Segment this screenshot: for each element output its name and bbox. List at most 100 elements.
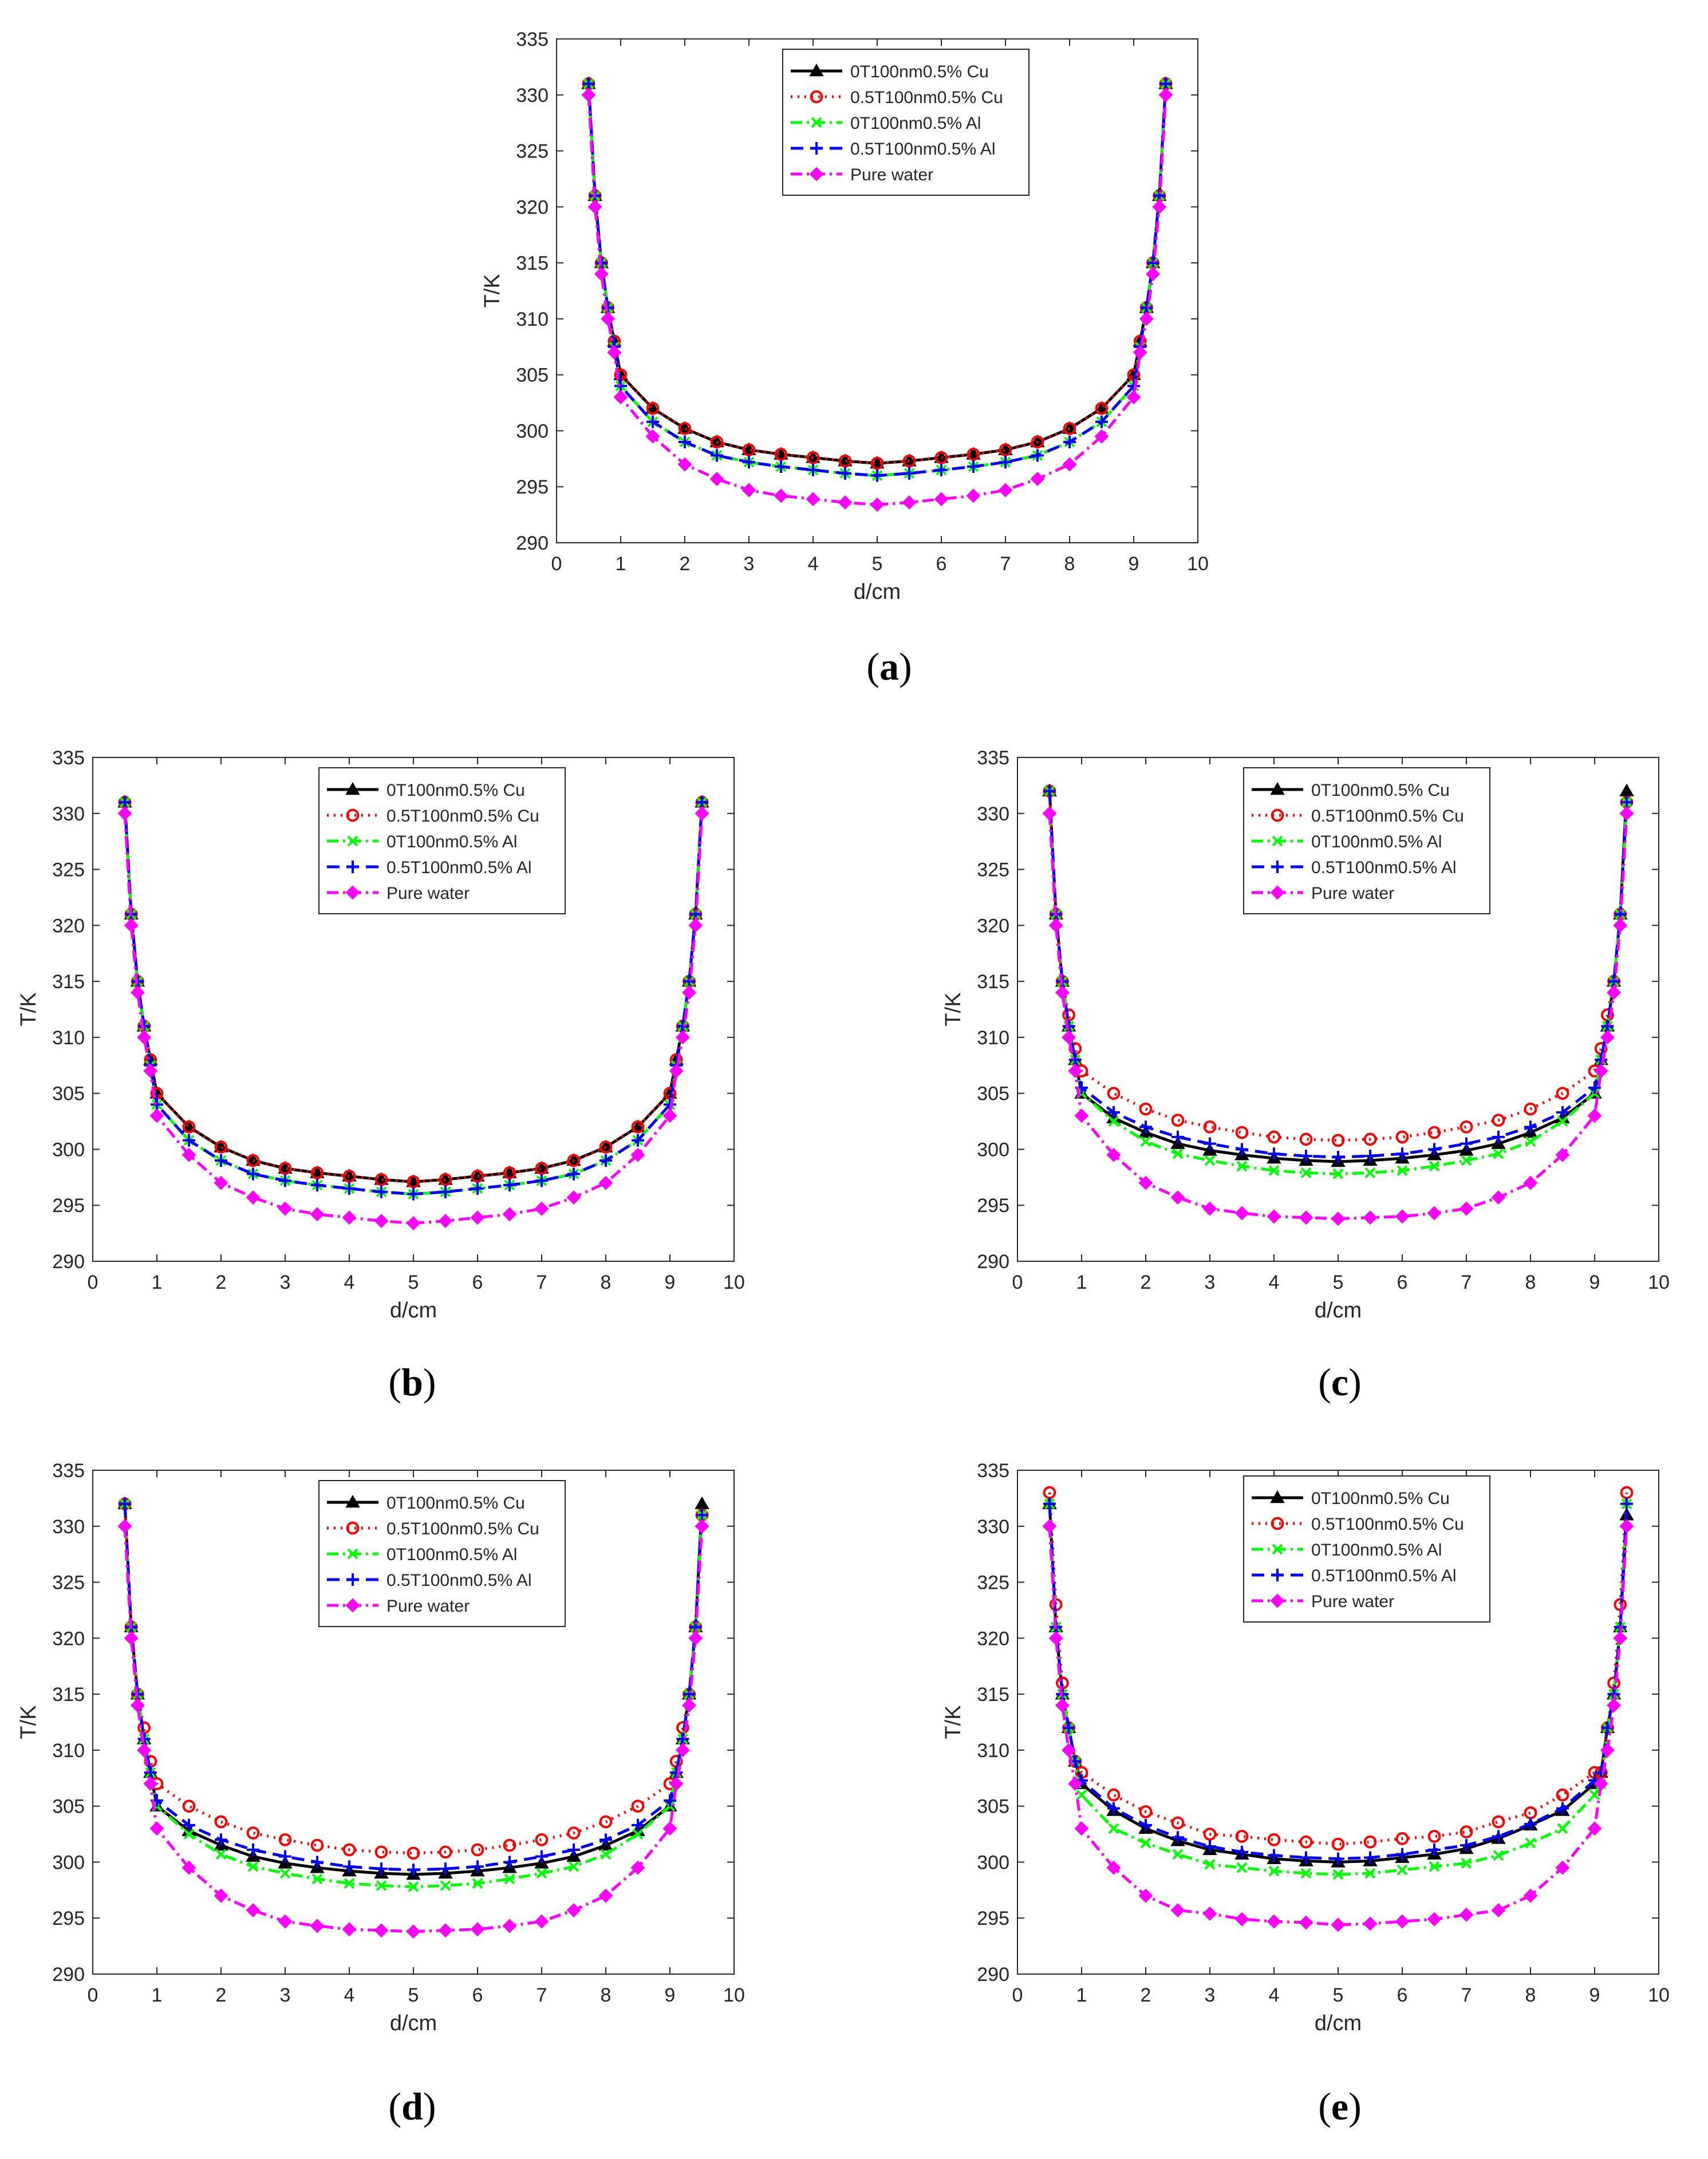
data-point xyxy=(1524,1817,1537,1830)
data-point xyxy=(1063,422,1076,435)
data-point xyxy=(806,451,820,464)
x-tick-label: 3 xyxy=(1205,1272,1216,1293)
data-point xyxy=(1524,1102,1537,1116)
data-point xyxy=(407,1864,420,1877)
y-tick-label: 300 xyxy=(516,420,549,442)
data-point xyxy=(407,1175,420,1189)
data-point xyxy=(1236,1845,1248,1858)
data-point xyxy=(600,1849,612,1860)
data-point xyxy=(534,1201,549,1216)
data-point xyxy=(999,443,1012,457)
y-tick-label: 310 xyxy=(52,1740,85,1762)
data-point xyxy=(1427,1912,1442,1927)
data-point xyxy=(1364,1150,1376,1163)
data-point xyxy=(806,492,821,507)
data-point xyxy=(774,448,788,461)
series-5 xyxy=(581,88,1173,512)
data-point xyxy=(124,918,139,933)
data-point xyxy=(1299,1835,1313,1849)
data-point xyxy=(1397,1864,1408,1876)
data-point xyxy=(1364,1167,1376,1178)
series-5 xyxy=(117,806,709,1230)
legend-entry-label: 0T100nm0.5% Cu xyxy=(1311,1489,1450,1508)
chart-panel-c: 0 1 2 3 4 5 6 7 8 9 10 290 295 300 305 310 315 320 325 330 3… xyxy=(941,747,1670,1323)
y-axis-label: T/K xyxy=(17,992,41,1026)
data-point xyxy=(1031,449,1044,462)
data-point xyxy=(774,488,788,503)
panel-caption-letter: c xyxy=(1331,1360,1349,1404)
data-point xyxy=(1094,429,1109,444)
y-tick-label: 290 xyxy=(977,1251,1009,1273)
data-point xyxy=(182,1860,196,1875)
data-point xyxy=(1492,1830,1505,1843)
panel-caption-a: (a) xyxy=(866,645,912,688)
data-point xyxy=(1523,1888,1538,1903)
y-tick-label: 300 xyxy=(977,1852,1009,1873)
data-point xyxy=(807,463,819,476)
data-point xyxy=(471,1182,484,1195)
data-point xyxy=(1074,1108,1089,1123)
y-axis-label: T/K xyxy=(941,992,965,1026)
x-tick-label: 9 xyxy=(1129,553,1139,575)
data-point xyxy=(1593,1777,1608,1791)
data-point xyxy=(1428,1843,1441,1856)
legend-marker xyxy=(1271,1569,1284,1581)
x-tick-label: 0 xyxy=(1012,1272,1023,1293)
x-tick-label: 7 xyxy=(537,1984,547,2006)
x-tick-label: 8 xyxy=(1064,553,1075,575)
x-tick-label: 3 xyxy=(1205,1984,1216,2006)
data-point xyxy=(1146,267,1161,282)
data-point xyxy=(1492,1114,1505,1127)
data-point xyxy=(376,1880,387,1891)
x-tick-label: 4 xyxy=(344,1272,355,1293)
data-point xyxy=(1172,1849,1184,1860)
y-tick-label: 330 xyxy=(977,803,1009,825)
data-point xyxy=(1429,1861,1440,1872)
data-point xyxy=(1055,1698,1070,1713)
data-point xyxy=(695,806,709,821)
data-point xyxy=(214,1175,228,1190)
data-point xyxy=(1299,1210,1313,1225)
x-tick-label: 3 xyxy=(280,1984,291,2006)
data-point xyxy=(1139,1818,1152,1832)
data-point xyxy=(407,1187,420,1201)
data-point xyxy=(1427,1126,1441,1139)
data-point xyxy=(1332,1852,1344,1865)
data-point xyxy=(1299,1132,1313,1146)
data-point xyxy=(1048,918,1063,933)
data-point xyxy=(1493,1148,1504,1159)
legend-marker xyxy=(1272,1544,1283,1555)
data-point xyxy=(278,1162,292,1175)
y-axis-label: T/K xyxy=(17,1705,41,1739)
data-point xyxy=(503,1856,516,1869)
legend-marker xyxy=(809,63,824,77)
y-tick-label: 310 xyxy=(516,309,549,330)
data-point xyxy=(1268,1865,1280,1877)
data-point xyxy=(310,1919,325,1933)
data-point xyxy=(183,1818,195,1832)
y-tick-label: 330 xyxy=(977,1516,1009,1538)
data-point xyxy=(279,1174,291,1187)
x-axis-label: d/cm xyxy=(1315,2011,1362,2035)
data-point xyxy=(247,1861,259,1872)
data-point xyxy=(1607,985,1622,1000)
y-axis-ticks: 290 295 300 305 310 315 320 325 330 335 xyxy=(52,747,734,1273)
data-point xyxy=(1140,1136,1151,1147)
data-point xyxy=(137,1743,152,1758)
axes-frame xyxy=(92,757,735,1262)
data-point xyxy=(838,454,852,468)
x-tick-label: 6 xyxy=(1397,1984,1408,2006)
legend-entry-label: 0T100nm0.5% Al xyxy=(386,832,517,851)
data-point xyxy=(343,1860,356,1873)
data-point xyxy=(1300,1868,1312,1879)
data-point xyxy=(999,456,1012,469)
panel-caption-letter: e xyxy=(1331,2085,1349,2128)
data-point xyxy=(934,451,948,464)
data-point xyxy=(1460,1120,1473,1134)
data-point xyxy=(1587,1821,1602,1836)
x-tick-label: 3 xyxy=(744,553,755,575)
data-point xyxy=(1267,1914,1281,1929)
data-point xyxy=(711,449,723,462)
legend-marker xyxy=(1270,885,1285,900)
data-point xyxy=(1493,1850,1504,1861)
